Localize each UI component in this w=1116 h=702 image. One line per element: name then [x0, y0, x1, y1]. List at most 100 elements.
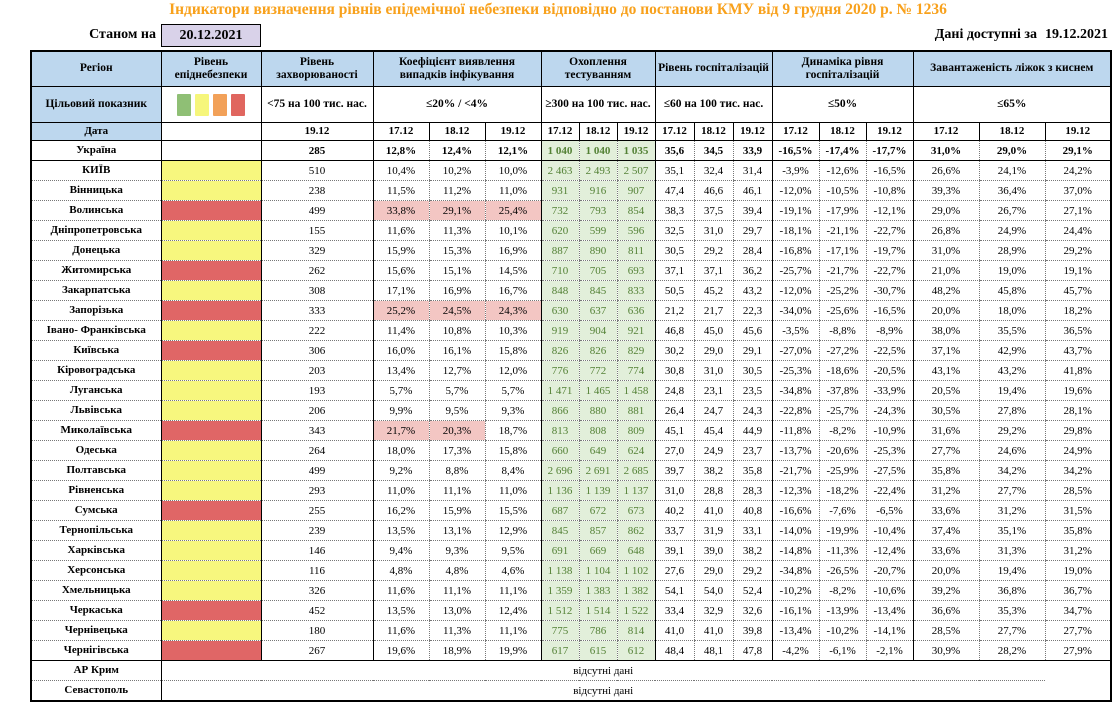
hosp-cell: 32,6 [732, 600, 772, 621]
coef-cell: 19,6% [372, 640, 429, 661]
risk-level-legend [160, 86, 262, 123]
region-name: Харківська [31, 540, 162, 561]
coef-cell: 11,1% [428, 480, 485, 501]
coef-cell: 13,1% [428, 520, 485, 541]
beds-cell: 31,2% [1044, 540, 1111, 561]
coef-cell: 15,3% [428, 240, 485, 261]
table-row: Волинська 499 33,8% 29,1% 25,4% 732 793 854 38,3… [31, 200, 1111, 221]
coef-cell: 24,5% [428, 300, 485, 321]
beds-cell: 33,6% [912, 540, 979, 561]
epidemic-level-cell [160, 640, 262, 661]
date-cell: 18.12 [978, 122, 1046, 141]
hosp-cell: 46,8 [654, 320, 694, 341]
region-name: КИЇВ [31, 160, 162, 181]
beds-cell: 28,5% [1044, 480, 1111, 501]
dyn-cell: -14,1% [865, 620, 913, 641]
asof-row: Станом на 20.12.2021 Дані доступні за 19.… [30, 23, 1116, 47]
coef-cell: 10,1% [484, 220, 541, 241]
incidence-cell: 206 [260, 400, 373, 421]
beds-cell: 27,7% [1044, 620, 1111, 641]
hosp-cell: 54,0 [693, 580, 733, 601]
hosp-cell: 24,8 [654, 380, 694, 401]
hosp-cell: 33,4 [654, 600, 694, 621]
coef-cell: 16,9% [428, 280, 485, 301]
incidence-cell: 193 [260, 380, 373, 401]
target-beds: ≤65% [912, 86, 1112, 123]
beds-cell: 33,6% [912, 500, 979, 521]
hosp-cell: 30,5 [732, 360, 772, 381]
coef-cell: 4,8% [428, 560, 485, 581]
coef-cell: 11,2% [428, 180, 485, 201]
hosp-cell: 33,1 [732, 520, 772, 541]
beds-cell: 24,1% [978, 160, 1045, 181]
hosp-cell: 22,3 [732, 300, 772, 321]
test-cell: 826 [540, 340, 579, 361]
dyn-cell: -16,5% [865, 160, 913, 181]
col-group-hosp: Рівень госпіталізацій [654, 50, 773, 87]
hosp-cell: 39,1 [654, 540, 694, 561]
dyn-cell: -16,5% [771, 140, 819, 161]
incidence-cell: 499 [260, 460, 373, 481]
legend-swatch [231, 93, 245, 116]
hosp-cell: 47,8 [732, 640, 772, 661]
date-cell: 17.12 [372, 122, 430, 141]
hosp-cell: 24,9 [693, 440, 733, 461]
available-date: 19.12.2021 [1045, 27, 1108, 42]
test-cell: 862 [616, 520, 655, 541]
hosp-cell: 50,5 [654, 280, 694, 301]
dyn-cell: -25,2% [818, 280, 866, 301]
dyn-cell: -7,6% [818, 500, 866, 521]
hosp-cell: 33,7 [654, 520, 694, 541]
dyn-cell: -2,1% [865, 640, 913, 661]
coef-cell: 18,0% [372, 440, 429, 461]
dyn-cell: -16,8% [771, 240, 819, 261]
test-cell: 1 514 [578, 600, 617, 621]
epidemic-level-cell [160, 540, 262, 561]
test-cell: 1 383 [578, 580, 617, 601]
asof-date-cell[interactable]: 20.12.2021 [161, 23, 261, 47]
epidemic-level-cell [160, 440, 262, 461]
beds-cell: 31,0% [912, 140, 979, 161]
table-row: Одеська 264 18,0% 17,3% 15,8% 660 649 624 27,0 24… [31, 440, 1111, 461]
coef-cell: 12,0% [484, 360, 541, 381]
test-cell: 648 [616, 540, 655, 561]
coef-cell: 29,1% [428, 200, 485, 221]
dyn-cell: -21,1% [818, 220, 866, 241]
dyn-cell: -17,1% [818, 240, 866, 261]
coef-cell: 12,1% [484, 140, 541, 161]
test-cell: 705 [578, 260, 617, 281]
dyn-cell: -18,1% [771, 220, 819, 241]
hosp-cell: 28,3 [732, 480, 772, 501]
dyn-cell: -11,3% [818, 540, 866, 561]
dyn-cell: -10,8% [865, 180, 913, 201]
beds-cell: 36,5% [1044, 320, 1111, 341]
test-cell: 931 [540, 180, 579, 201]
dyn-cell: -10,2% [818, 620, 866, 641]
dyn-cell: -26,5% [818, 560, 866, 581]
dyn-cell: -25,9% [818, 460, 866, 481]
coef-cell: 11,6% [372, 620, 429, 641]
coef-cell: 11,6% [372, 580, 429, 601]
hosp-cell: 23,7 [732, 440, 772, 461]
incidence-cell: 293 [260, 480, 373, 501]
table-row: Донецька 329 15,9% 15,3% 16,9% 887 890 811 30,5 2… [31, 240, 1111, 261]
test-cell: 811 [616, 240, 655, 261]
dyn-cell: -10,4% [865, 520, 913, 541]
hosp-cell: 31,0 [693, 360, 733, 381]
date-cell: 17.12 [771, 122, 820, 141]
coef-cell: 21,7% [372, 420, 429, 441]
beds-cell: 34,2% [978, 460, 1045, 481]
test-cell: 866 [540, 400, 579, 421]
date-cell: 19.12 [732, 122, 773, 141]
beds-cell: 18,2% [1044, 300, 1111, 321]
coef-cell: 9,3% [428, 540, 485, 561]
region-name: Тернопільська [31, 520, 162, 541]
dyn-cell: -19,7% [865, 240, 913, 261]
coef-cell: 16,0% [372, 340, 429, 361]
beds-cell: 24,9% [1044, 440, 1111, 461]
region-name: Полтавська [31, 460, 162, 481]
hosp-cell: 54,1 [654, 580, 694, 601]
beds-cell: 24,4% [1044, 220, 1111, 241]
hosp-cell: 52,4 [732, 580, 772, 601]
hosp-cell: 21,7 [693, 300, 733, 321]
